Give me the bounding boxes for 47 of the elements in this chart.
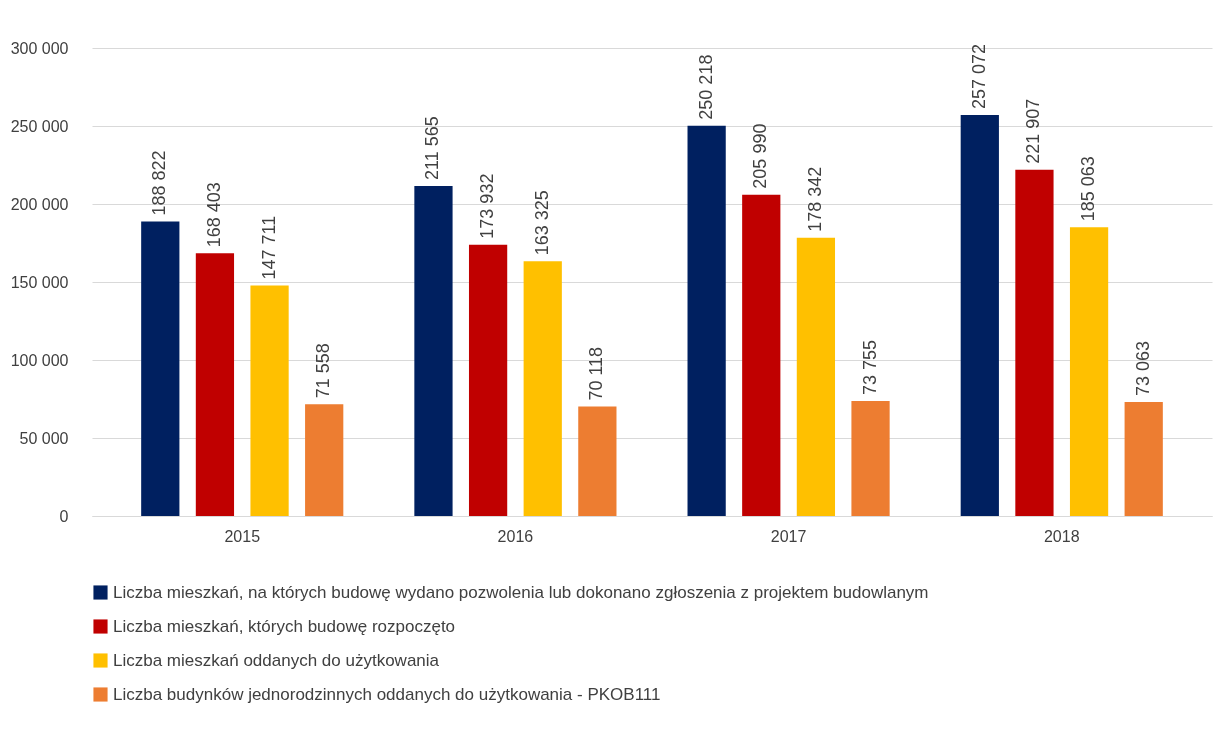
x-tick-label: 2016	[497, 527, 534, 545]
legend-label: Liczba mieszkań, których budowę rozpoczęto	[113, 616, 456, 636]
data-label: 211 565	[422, 116, 443, 180]
data-label: 71 558	[313, 343, 334, 399]
data-label: 178 342	[804, 166, 825, 232]
y-tick-label: 200 000	[10, 195, 69, 213]
bar	[250, 285, 289, 516]
bar	[523, 261, 562, 516]
data-label: 250 218	[695, 54, 716, 120]
y-tick-label: 150 000	[10, 273, 69, 291]
bar	[414, 185, 453, 516]
bar	[687, 125, 726, 516]
bar	[960, 114, 999, 516]
bar	[141, 221, 180, 516]
x-tick-label: 2018	[1043, 527, 1080, 545]
bar	[1124, 402, 1163, 516]
data-label: 73 755	[859, 339, 880, 395]
y-tick-label: 50 000	[19, 429, 69, 447]
legend-label: Liczba budynków jednorodzinnych oddanych do użytkowania - PKOB111	[113, 684, 661, 704]
bar	[468, 244, 508, 516]
data-label: 173 932	[477, 173, 498, 239]
legend-label: Liczba mieszkań oddanych do użytkowania	[113, 650, 440, 670]
data-label: 147 711	[258, 215, 279, 280]
x-tick-label: 2015	[224, 527, 261, 545]
data-label: 70 118	[586, 346, 607, 401]
legend-label: Liczba mieszkań, na których budowę wydano pozwolenia lub dokonano zgłoszenia z projektem budowlanym	[113, 582, 929, 602]
bar	[1069, 227, 1109, 516]
bar	[742, 194, 781, 516]
bar	[796, 237, 836, 516]
y-tick-label: 250 000	[10, 117, 69, 135]
bar	[195, 253, 235, 516]
x-tick-label: 2017	[770, 527, 807, 545]
data-label: 205 990	[750, 123, 771, 189]
y-tick-label: 100 000	[10, 351, 69, 369]
bar	[851, 400, 890, 516]
bar	[305, 404, 344, 516]
data-label: 163 325	[531, 190, 552, 256]
bar	[1015, 169, 1054, 516]
data-label: 188 822	[149, 150, 170, 216]
data-label: 168 403	[203, 182, 224, 248]
data-label: 73 063	[1132, 340, 1153, 397]
bar	[578, 406, 617, 516]
data-label: 257 072	[968, 43, 989, 109]
data-label: 221 907	[1023, 98, 1044, 164]
y-tick-label: 0	[59, 507, 69, 525]
y-tick-label: 300 000	[10, 39, 69, 57]
data-label: 185 063	[1078, 156, 1099, 222]
